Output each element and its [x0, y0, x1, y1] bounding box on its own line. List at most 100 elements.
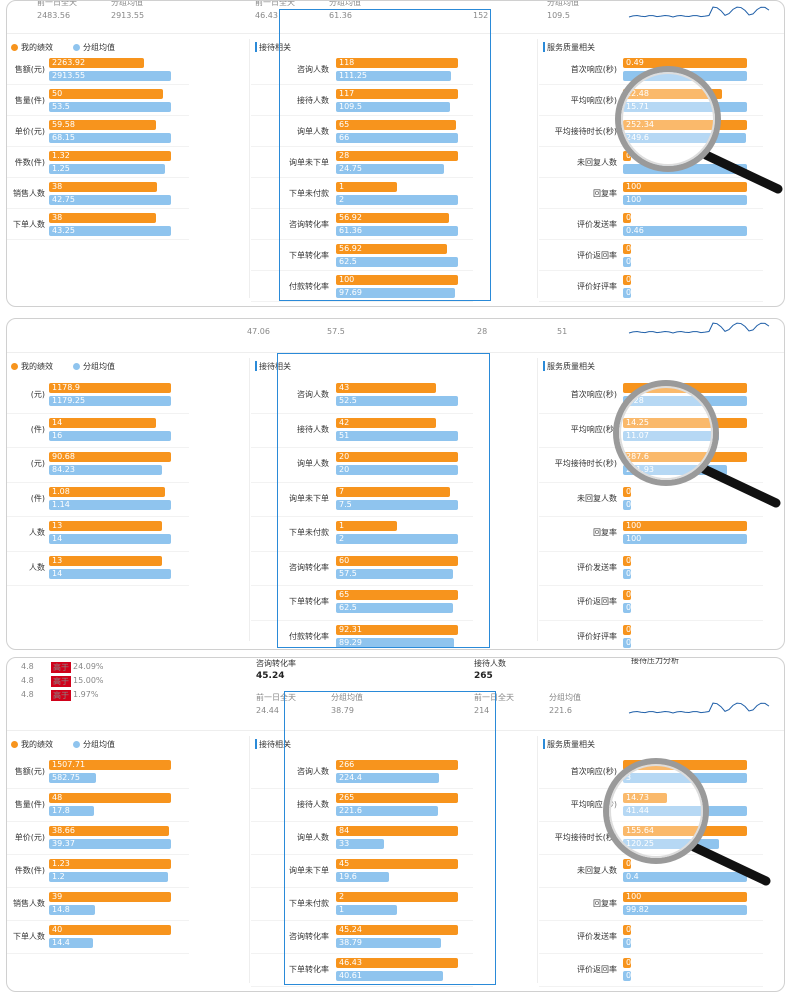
decoration: [615, 6, 783, 194]
bar-value: 1: [339, 182, 345, 191]
row-label: 未回复人数: [577, 158, 617, 167]
bar-value: 89.29: [339, 637, 362, 647]
avg-bar: [623, 534, 747, 544]
legend-label: 我的绩效: [21, 43, 53, 52]
bar-value: 0: [626, 603, 632, 612]
bar-value: 120.25: [626, 839, 654, 849]
mine-bar: [336, 826, 458, 836]
divider: [7, 352, 784, 353]
bar-value: 0: [626, 257, 632, 266]
row-label: 付款转化率: [289, 282, 329, 291]
row-label: 平均响应(秒): [570, 96, 617, 105]
row-divider: [539, 146, 763, 147]
top-text: 152: [473, 11, 489, 20]
top-text: 高于: [51, 690, 71, 701]
legend-dot: [73, 363, 80, 370]
mine-bar: [336, 244, 448, 254]
magnifier-lens: [603, 758, 709, 864]
bar-value: 84.23: [52, 465, 75, 474]
sparkline: [628, 702, 770, 714]
bar-value: 2: [339, 892, 345, 901]
mine-bar: [49, 58, 144, 68]
avg-bar: [336, 637, 454, 648]
bar-value: 19.6: [339, 872, 357, 881]
mine-bar: [336, 958, 458, 968]
magnifier-rim: [621, 72, 715, 166]
row-divider: [539, 821, 763, 822]
bar-value: 100: [339, 275, 355, 284]
bar-value: 0: [626, 275, 632, 284]
bar-value: 0.46: [626, 226, 644, 235]
row-divider: [7, 953, 189, 954]
row-divider: [251, 412, 473, 414]
mine-bar: [336, 89, 458, 99]
section-divider: [537, 736, 538, 983]
row-divider: [539, 447, 763, 448]
bar-value: 2913.55: [52, 71, 86, 80]
legend-dot: [73, 44, 80, 51]
top-text: 45.24: [256, 671, 285, 681]
top-text: 265: [474, 671, 493, 681]
bar-value: 51: [339, 430, 350, 440]
bar-value: 0: [626, 151, 632, 160]
row-label: 询单未下单: [289, 493, 329, 503]
row-label: 回复率: [593, 528, 617, 537]
top-text: 分组均值: [329, 0, 361, 7]
magnifier-handle: [699, 464, 781, 508]
bar-value: 50: [52, 89, 63, 98]
row-divider: [539, 550, 763, 552]
avg-bar: [623, 430, 720, 441]
bar-value: 38: [52, 182, 63, 191]
row-label: 售额(元): [14, 767, 45, 776]
bar-value: 66: [339, 133, 350, 142]
bar-value: 17.8: [52, 806, 70, 815]
row-label: 询单未下单: [289, 158, 329, 167]
row-divider: [7, 516, 189, 517]
bar-value: 48: [52, 793, 63, 802]
row-label: 未回复人数: [577, 866, 617, 875]
bar-value: 0: [626, 555, 632, 565]
bar-value: 14: [52, 534, 63, 543]
mine-bar: [49, 826, 169, 836]
row-divider: [7, 208, 189, 209]
top-text: 前一日全天: [37, 0, 77, 7]
row-divider: [251, 447, 473, 448]
row-label: 付款转化率: [289, 631, 329, 641]
avg-bar: [49, 499, 171, 510]
bar-value: 582.75: [52, 773, 80, 782]
row-divider: [251, 986, 473, 987]
row-divider: [539, 412, 763, 414]
mine-bar: [49, 151, 171, 161]
row-divider: [539, 208, 763, 209]
bar-value: 0: [626, 624, 632, 634]
avg-bar: [49, 133, 171, 143]
top-text: 47.06: [247, 327, 270, 336]
row-divider: [251, 239, 473, 240]
legend-label: 分组均值: [83, 362, 115, 371]
row-divider: [7, 481, 189, 483]
row-label: 询单人数: [297, 459, 329, 468]
row-label: 评价发送率: [577, 220, 617, 229]
row-label: 评价返回率: [577, 965, 617, 974]
top-text: 214: [474, 706, 490, 715]
top-text: 咨询转化率: [256, 659, 296, 668]
top-text: 高于: [51, 662, 71, 673]
top-text: 24.09%: [73, 662, 104, 671]
row-divider: [7, 115, 189, 116]
bar-value: 14.73: [626, 793, 649, 803]
bar-value: 266: [339, 760, 355, 769]
avg-bar: [623, 195, 747, 205]
bar-value: 1.08: [52, 486, 70, 496]
avg-bar: [49, 164, 165, 174]
row-divider: [7, 146, 189, 147]
row-label: 首次响应(秒): [570, 65, 617, 74]
avg-bar: [336, 773, 439, 783]
row-label: 平均接待时长(秒): [554, 459, 617, 468]
avg-bar: [49, 534, 171, 544]
decoration: [613, 322, 781, 508]
mine-bar: [336, 275, 458, 285]
row-divider: [251, 84, 473, 85]
bar-value: 0.4: [626, 872, 639, 881]
avg-bar: [336, 971, 443, 981]
row-divider: [251, 821, 473, 822]
